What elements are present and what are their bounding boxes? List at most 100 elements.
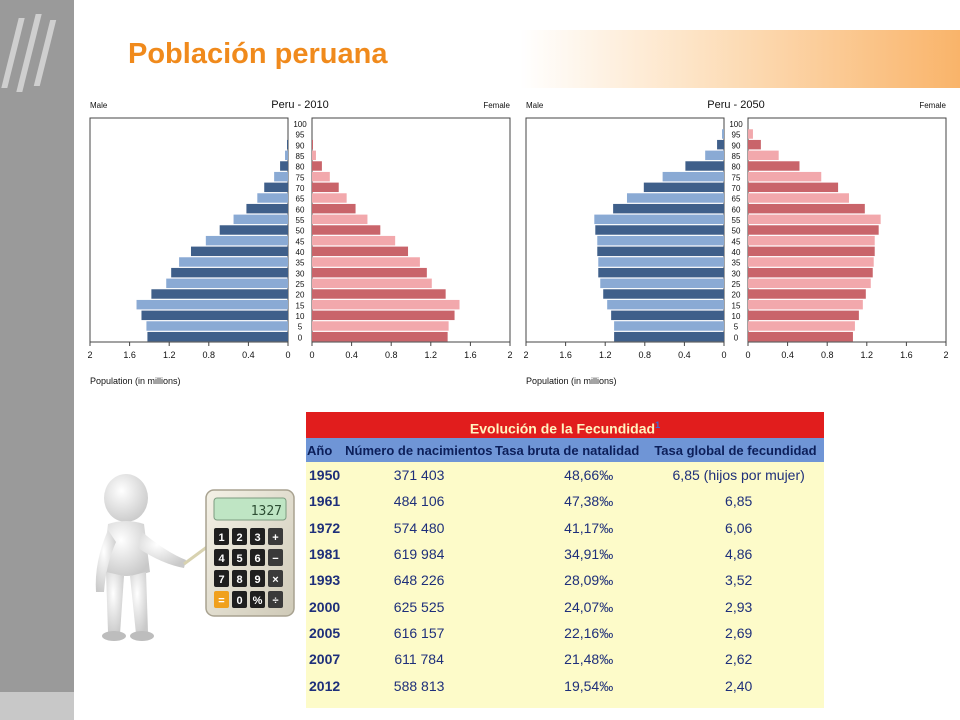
calculator-key — [250, 591, 265, 608]
pyr2010-male-bar-75 — [274, 171, 288, 182]
pyr2050-age-label-70: 70 — [732, 184, 741, 193]
pyr2050-female-bar-50 — [748, 225, 879, 235]
cell-birth-rate: 21,48‰ — [564, 651, 614, 668]
pyr2050-x-tick-11: 2 — [943, 350, 948, 360]
calculator-key — [268, 549, 283, 566]
fertility-table-header-row: Año Número de nacimientos Tasa bruta de … — [306, 438, 824, 462]
person-figure-icon — [95, 474, 247, 641]
left-bottom-block — [0, 692, 74, 720]
pyr2050-x-tick-9: 1.2 — [861, 350, 874, 360]
pyr2050-x-tick-10: 1.6 — [900, 350, 913, 360]
pyr2050-age-label-20: 20 — [732, 291, 741, 300]
cell-year: 1950 — [309, 467, 341, 484]
pyr2050-age-label-35: 35 — [732, 259, 741, 268]
pyr2050-male-bar-25 — [600, 278, 724, 289]
calculator-key-label: + — [272, 532, 278, 544]
cell-birth-rate: 47,38‰ — [564, 493, 614, 510]
pyr2010-female-bar-20 — [312, 289, 446, 299]
pyr2010-age-label-25: 25 — [296, 280, 305, 289]
pyr2010-male-bar-85 — [285, 150, 288, 161]
pyr2010-age-label-55: 55 — [296, 216, 305, 225]
pyr2010-age-label-65: 65 — [296, 195, 305, 204]
calculator-key-label: ÷ — [272, 595, 278, 607]
calculator-key-label: − — [272, 553, 278, 565]
pyr2010-male-bar-90 — [287, 139, 288, 150]
pyr2010-male-bar-35 — [179, 257, 288, 267]
cell-births: 648 226 — [393, 572, 445, 589]
pyr2010-male-bar-10 — [141, 310, 288, 321]
pyr2050-male-bar-80 — [685, 161, 724, 171]
cell-year: 2012 — [309, 677, 341, 694]
table-row: 1972 574 480 41,17‰ 6,06 — [306, 515, 824, 541]
cell-fertility-rate: 6,06 — [725, 519, 753, 536]
calculator-key — [268, 591, 283, 608]
pyr2050-female-bar-35 — [748, 257, 874, 267]
calculator-key — [214, 570, 229, 587]
pyr2050-female-bar-95 — [748, 129, 753, 139]
pyr2010-age-label-50: 50 — [296, 227, 305, 236]
pyr2050-male-bar-55 — [594, 214, 724, 225]
pyr2050-x-tick-3: 0.8 — [639, 350, 652, 360]
pyr2050-age-label-65: 65 — [732, 195, 741, 204]
pyramid-2050: Peru - 2050 Male Female 100 95 90 85 80 75 70 65 60… — [524, 96, 960, 392]
pyr2050-male-bar-95 — [722, 129, 724, 139]
calculator-key — [232, 528, 247, 545]
pyr2010-age-label-35: 35 — [296, 259, 305, 268]
pyr2050-x-axis-label: Population (in millions) — [526, 376, 617, 386]
pyr2050-female-bar-20 — [748, 289, 866, 299]
cell-fertility-rate: 2,93 — [725, 598, 753, 615]
pyr2010-male-bar-20 — [151, 289, 288, 299]
pyr2010-male-bar-25 — [166, 278, 288, 289]
calculator-key-label: 3 — [254, 532, 260, 544]
pyr2050-age-label-60: 60 — [732, 205, 741, 214]
pyr2050-female-bar-30 — [748, 267, 873, 278]
cell-fertility-rate: 6,85 — [725, 493, 753, 510]
pyr2050-female-bar-5 — [748, 321, 855, 331]
pyr2050-male-bar-90 — [717, 139, 724, 150]
cell-birth-rate: 28,09‰ — [564, 572, 614, 589]
pyr2050-male-label: Male — [526, 101, 544, 110]
col-header-year: Año — [306, 438, 345, 462]
pyr2050-female-bar-25 — [748, 278, 871, 289]
table-row: 1961 484 106 47,38‰ 6,85 — [306, 488, 824, 514]
pyr2010-male-label: Male — [90, 101, 108, 110]
table-row: 1981 619 984 34,91‰ 4,86 — [306, 541, 824, 567]
pyr2050-male-bar-75 — [662, 171, 724, 182]
pyr2010-male-bar-70 — [264, 182, 288, 193]
calculator-key-label: % — [253, 595, 263, 607]
calculator-key-label: 4 — [218, 553, 225, 565]
pyr2050-age-label-100: 100 — [729, 120, 743, 129]
calculator-key-label: × — [272, 574, 278, 586]
pyr2010-x-tick-5: 0 — [285, 350, 290, 360]
calculator-key-label: 8 — [236, 574, 242, 586]
col-header-fertility-rate: Tasa global de fecundidad — [653, 438, 824, 462]
pyr2050-x-tick-0: 2 — [524, 350, 529, 360]
pyr2010-female-bar-60 — [312, 203, 356, 214]
calculator-key-label: = — [218, 595, 224, 607]
calculator-key — [232, 591, 247, 608]
pyr2050-age-label-90: 90 — [732, 141, 741, 150]
pyr2050-male-bar-85 — [705, 150, 724, 161]
pyr2010-age-label-45: 45 — [296, 237, 305, 246]
cell-birth-rate: 41,17‰ — [564, 519, 614, 536]
pyr2050-female-bar-60 — [748, 203, 865, 214]
fertility-table-title-note: 1 — [655, 420, 661, 430]
pyr2010-x-tick-10: 1.6 — [464, 350, 477, 360]
cell-fertility-rate: 3,52 — [725, 572, 753, 589]
pyr2010-female-bar-10 — [312, 310, 455, 321]
pyr2010-female-bar-80 — [312, 161, 322, 171]
pyr2010-x-tick-1: 1.6 — [123, 350, 136, 360]
pyr2010-x-tick-4: 0.4 — [242, 350, 255, 360]
pyr2010-age-label-70: 70 — [296, 184, 305, 193]
table-row: 1950 371 403 48,66‰ 6,85 (hijos por mujer) — [306, 462, 824, 488]
calculator-key — [214, 591, 229, 608]
cell-births: 625 525 — [393, 598, 445, 615]
pyr2010-male-bar-50 — [219, 225, 288, 235]
pyr2050-age-label-25: 25 — [732, 280, 741, 289]
pyr2010-x-tick-3: 0.8 — [203, 350, 216, 360]
header-gradient-band — [520, 30, 960, 88]
cell-births: 611 784 — [394, 651, 444, 668]
pyr2010-x-tick-8: 0.8 — [385, 350, 398, 360]
cell-year: 1993 — [309, 572, 341, 589]
pyr2010-female-bar-30 — [312, 267, 427, 278]
